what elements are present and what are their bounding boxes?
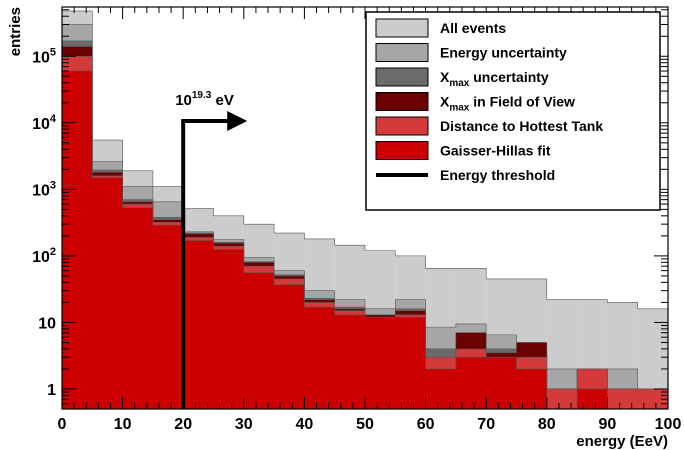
legend-label: Distance to Hottest Tank <box>440 118 603 134</box>
legend-swatch <box>375 67 429 87</box>
bar <box>304 307 335 409</box>
x-tick-label: 80 <box>538 416 556 433</box>
x-axis-label: energy (EeV) <box>576 433 668 450</box>
legend-label: Energy threshold <box>440 167 555 183</box>
axes-layer: 0 10 20 30 40 50 60 70 80 90 100110102103104105ene… <box>7 6 682 450</box>
bars-layer <box>61 10 669 410</box>
legend-swatch <box>375 43 429 62</box>
y-tick-label: 105 <box>32 46 56 66</box>
bar <box>92 177 123 409</box>
legend-swatch <box>375 141 429 160</box>
bar <box>395 317 426 409</box>
bar <box>243 272 275 409</box>
bar <box>274 284 305 409</box>
threshold-annotation-base: 10 <box>175 92 192 109</box>
x-tick-label: 60 <box>417 416 435 433</box>
legend-swatch <box>375 18 429 38</box>
bar <box>365 317 396 409</box>
bar <box>516 368 547 409</box>
bar <box>546 388 578 409</box>
x-tick-label: 100 <box>655 416 682 433</box>
legend-swatch <box>375 92 429 111</box>
threshold-annotation: 1019.3 eV <box>175 90 234 109</box>
y-tick-label: 103 <box>32 179 56 199</box>
bar <box>152 225 184 409</box>
x-tick-label: 30 <box>235 416 253 433</box>
series-gaisser-hillas-fit <box>61 70 668 410</box>
x-tick-label: 50 <box>356 416 374 433</box>
bar <box>455 357 487 409</box>
bar <box>577 388 608 409</box>
bar <box>637 388 668 409</box>
legend-swatch <box>375 116 429 136</box>
bar <box>425 368 456 409</box>
legend: All events Energy uncertainty Xmax uncerta… <box>365 11 661 211</box>
bar <box>607 388 638 409</box>
legend-label: Xmax uncertainty <box>440 69 549 89</box>
bar <box>122 207 153 409</box>
bar <box>486 357 517 409</box>
y-tick-label: 1 <box>47 382 56 399</box>
bar <box>183 240 214 409</box>
bar <box>213 249 244 409</box>
y-axis-label: entries <box>7 7 24 56</box>
bar <box>334 314 365 409</box>
threshold-layer: 1019.3 eV <box>175 90 248 409</box>
y-tick-label: 102 <box>32 246 56 266</box>
legend-label: Energy uncertainty <box>440 45 567 61</box>
x-tick-label: 70 <box>477 416 495 433</box>
legend-label: All events <box>440 20 506 36</box>
bar <box>62 71 93 409</box>
legend-label: Gaisser-Hillas fit <box>440 143 551 159</box>
y-tick-label: 104 <box>32 113 57 133</box>
x-tick-label: 0 <box>58 416 67 433</box>
x-tick-label: 90 <box>599 416 617 433</box>
threshold-annotation-exp: 19.3 <box>192 90 212 101</box>
y-tick-label: 10 <box>38 315 56 332</box>
series-outline <box>61 10 669 409</box>
x-tick-label: 20 <box>174 416 192 433</box>
threshold-annotation-unit: eV <box>211 92 234 109</box>
x-tick-label: 40 <box>296 416 314 433</box>
threshold-arrowhead <box>227 111 248 131</box>
legend-label: Xmax in Field of View <box>440 94 575 114</box>
x-tick-label: 10 <box>114 416 132 433</box>
